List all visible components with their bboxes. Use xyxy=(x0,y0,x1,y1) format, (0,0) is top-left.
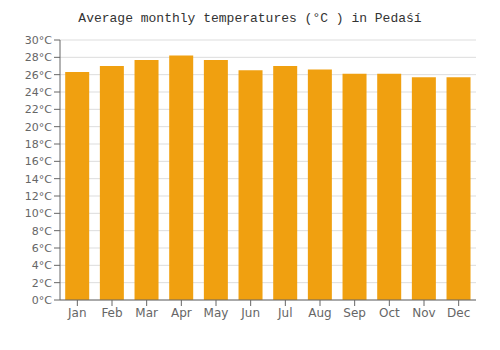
svg-text:Sep: Sep xyxy=(343,306,366,320)
svg-text:Jul: Jul xyxy=(277,306,292,320)
svg-text:Mar: Mar xyxy=(135,306,158,320)
svg-text:0°C: 0°C xyxy=(32,294,52,307)
svg-text:30°C: 30°C xyxy=(25,34,52,47)
svg-text:Feb: Feb xyxy=(101,306,122,320)
svg-text:2°C: 2°C xyxy=(32,277,52,290)
svg-text:18°C: 18°C xyxy=(25,138,52,151)
svg-text:Apr: Apr xyxy=(171,306,192,320)
svg-text:4°C: 4°C xyxy=(32,259,52,272)
svg-text:16°C: 16°C xyxy=(25,155,52,168)
svg-text:Nov: Nov xyxy=(412,306,435,320)
svg-text:24°C: 24°C xyxy=(25,86,52,99)
svg-text:28°C: 28°C xyxy=(25,51,52,64)
svg-text:Oct: Oct xyxy=(379,306,400,320)
svg-text:12°C: 12°C xyxy=(25,190,52,203)
svg-text:22°C: 22°C xyxy=(25,103,52,116)
svg-text:26°C: 26°C xyxy=(25,69,52,82)
svg-text:Jan: Jan xyxy=(67,306,87,320)
svg-text:10°C: 10°C xyxy=(25,207,52,220)
svg-text:14°C: 14°C xyxy=(25,173,52,186)
svg-text:20°C: 20°C xyxy=(25,121,52,134)
svg-text:Jun: Jun xyxy=(240,306,260,320)
svg-text:8°C: 8°C xyxy=(32,225,52,238)
html-text:Average monthly temperatures (: Average monthly temperatures (°C ) in Pe… xyxy=(78,11,422,26)
svg-text:May: May xyxy=(204,306,229,320)
svg-text:Aug: Aug xyxy=(308,306,331,320)
svg-text:Dec: Dec xyxy=(447,306,470,320)
svg-text:6°C: 6°C xyxy=(32,242,52,255)
